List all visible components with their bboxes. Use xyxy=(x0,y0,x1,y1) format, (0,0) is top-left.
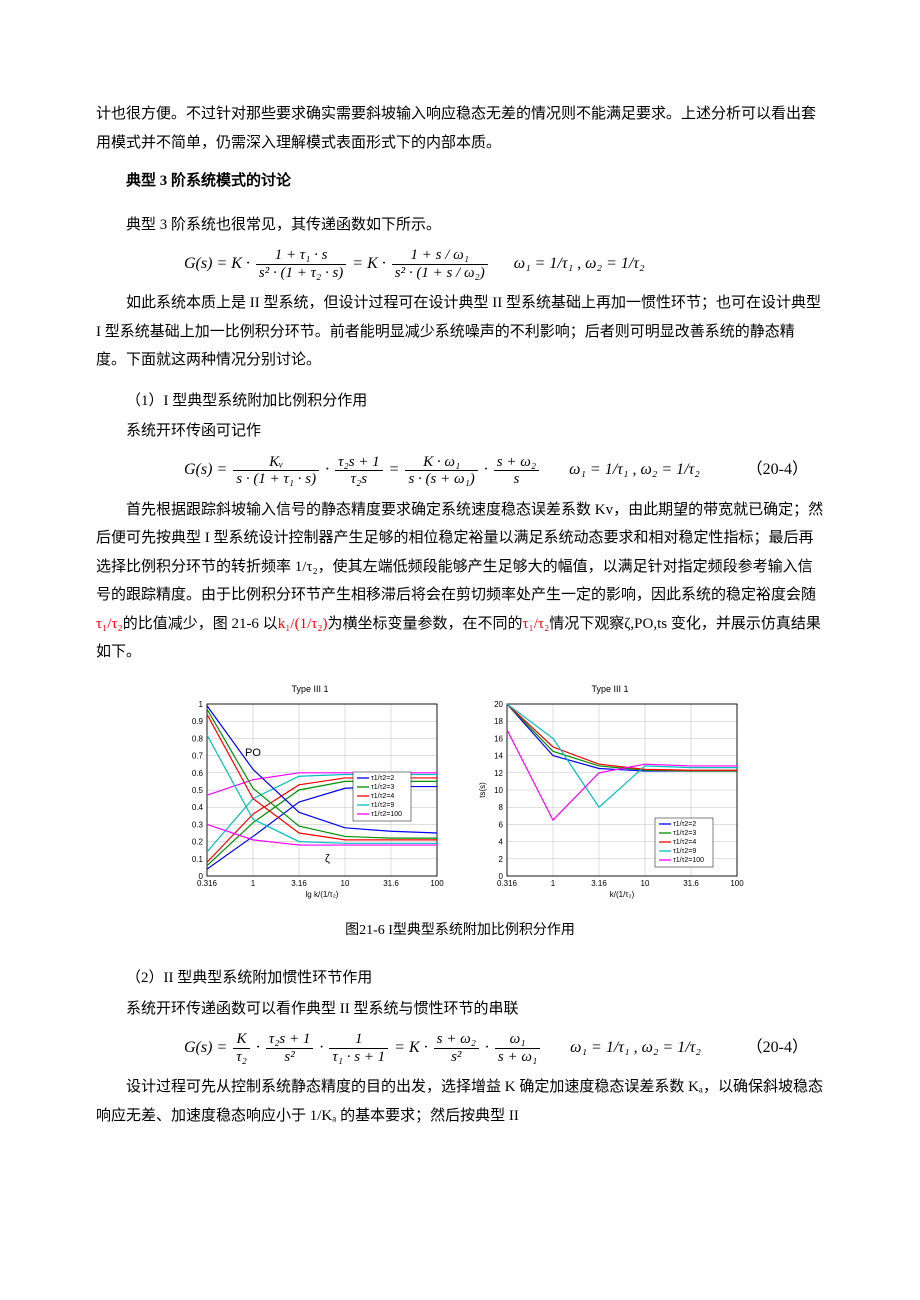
sub2-title: （2）II 型典型系统附加惯性环节作用 xyxy=(96,964,824,993)
chart-right-title: Type III 1 xyxy=(475,681,745,698)
section-title: 典型 3 阶系统模式的讨论 xyxy=(96,167,824,196)
svg-text:1: 1 xyxy=(199,700,204,709)
svg-text:0: 0 xyxy=(199,872,204,881)
svg-text:τ1/τ2=4: τ1/τ2=4 xyxy=(673,839,696,846)
svg-text:10: 10 xyxy=(641,879,650,888)
svg-text:k/(1/τ₂): k/(1/τ₂) xyxy=(610,890,635,899)
para-5: 设计过程可先从控制系统静态精度的目的出发，选择增益 K 确定加速度稳态误差系数 … xyxy=(96,1073,824,1130)
svg-text:τ1/τ2=100: τ1/τ2=100 xyxy=(371,811,402,818)
svg-text:lg k/(1/τ₂): lg k/(1/τ₂) xyxy=(306,890,339,899)
svg-text:14: 14 xyxy=(494,751,503,760)
svg-text:ts(s): ts(s) xyxy=(478,781,487,797)
svg-text:PO: PO xyxy=(245,747,261,759)
svg-text:10: 10 xyxy=(494,786,503,795)
formula-1: G(s) = K · 1 + τ₁ · s s² · (1 + τ₂ · s) … xyxy=(96,247,824,281)
eq-number: （20-4） xyxy=(747,459,824,481)
sub2-line: 系统开环传递函数可以看作典型 II 型系统与惯性环节的串联 xyxy=(96,995,824,1024)
svg-text:τ1/τ2=3: τ1/τ2=3 xyxy=(673,830,696,837)
svg-text:18: 18 xyxy=(494,717,503,726)
svg-text:6: 6 xyxy=(499,820,504,829)
svg-text:3.16: 3.16 xyxy=(591,879,607,888)
svg-text:τ1/τ2=9: τ1/τ2=9 xyxy=(673,848,696,855)
sub1-title: （1）I 型典型系统附加比例积分作用 xyxy=(96,387,824,416)
chart-left-svg: 0.31613.161031.610000.10.20.30.40.50.60.… xyxy=(175,700,445,900)
formula-2: G(s) = Kᵥ s · (1 + τ₁ · s) · τ₂s + 1 τ₂s… xyxy=(96,454,824,488)
svg-text:1: 1 xyxy=(251,879,256,888)
para-4: 首先根据跟踪斜坡输入信号的静态精度要求确定系统速度稳态误差系数 Kv，由此期望的… xyxy=(96,496,824,667)
svg-text:0.4: 0.4 xyxy=(192,803,204,812)
figure-caption: 图21-6 I型典型系统附加比例积分作用 xyxy=(96,918,824,945)
f1-tail: ω₁ = 1/τ₁ , ω₂ = 1/τ₂ xyxy=(514,253,645,275)
chart-right: Type III 1 0.31613.161031.61000246810121… xyxy=(475,681,745,900)
svg-text:3.16: 3.16 xyxy=(291,879,307,888)
svg-text:0.1: 0.1 xyxy=(192,854,204,863)
svg-text:τ1/τ2=4: τ1/τ2=4 xyxy=(371,793,394,800)
svg-text:τ1/τ2=2: τ1/τ2=2 xyxy=(673,821,696,828)
figure-21-6: Type III 1 0.31613.161031.610000.10.20.3… xyxy=(96,681,824,900)
svg-text:0.9: 0.9 xyxy=(192,717,204,726)
svg-text:0.2: 0.2 xyxy=(192,837,204,846)
svg-text:τ1/τ2=9: τ1/τ2=9 xyxy=(371,802,394,809)
svg-text:31.6: 31.6 xyxy=(683,879,699,888)
svg-text:ζ: ζ xyxy=(325,853,330,865)
svg-text:8: 8 xyxy=(499,803,504,812)
svg-text:4: 4 xyxy=(499,837,504,846)
svg-text:100: 100 xyxy=(430,879,444,888)
svg-text:τ1/τ2=100: τ1/τ2=100 xyxy=(673,857,704,864)
ratio-1: τ₁/τ₂ xyxy=(96,616,123,632)
para-3: 如此系统本质上是 II 型系统，但设计过程可在设计典型 II 型系统基础上再加一… xyxy=(96,289,824,375)
chart-left: Type III 1 0.31613.161031.610000.10.20.3… xyxy=(175,681,445,900)
svg-text:10: 10 xyxy=(341,879,350,888)
svg-text:τ1/τ2=2: τ1/τ2=2 xyxy=(371,775,394,782)
para-intro: 典型 3 阶系统也很常见，其传递函数如下所示。 xyxy=(96,211,824,240)
svg-text:16: 16 xyxy=(494,734,503,743)
svg-text:100: 100 xyxy=(730,879,744,888)
ratio-2: k₁/(1/τ₂) xyxy=(278,616,328,632)
svg-text:12: 12 xyxy=(494,768,503,777)
eq-number: （20-4） xyxy=(747,1037,824,1059)
f1-frac2: 1 + s / ω₁ s² · (1 + s / ω₂) xyxy=(392,247,488,281)
f1-left: G(s) = K · xyxy=(184,253,250,275)
ratio-3: τ₁/τ₂ xyxy=(523,616,550,632)
svg-text:0.7: 0.7 xyxy=(192,751,204,760)
svg-text:0: 0 xyxy=(499,872,504,881)
svg-text:0.3: 0.3 xyxy=(192,820,204,829)
svg-text:τ1/τ2=3: τ1/τ2=3 xyxy=(371,784,394,791)
chart-right-svg: 0.31613.161031.610002468101214161820k/(1… xyxy=(475,700,745,900)
chart-left-title: Type III 1 xyxy=(175,681,445,698)
para-continuation: 计也很方便。不过针对那些要求确实需要斜坡输入响应稳态无差的情况则不能满足要求。上… xyxy=(96,100,824,157)
svg-text:0.8: 0.8 xyxy=(192,734,204,743)
sub1-line: 系统开环传函可记作 xyxy=(96,417,824,446)
svg-text:20: 20 xyxy=(494,700,503,709)
f1-mid: = K · xyxy=(352,253,385,275)
svg-text:31.6: 31.6 xyxy=(383,879,399,888)
formula-3: G(s) = K τ₂ · τ₂s + 1 s² · 1 τ₁ · s + 1 … xyxy=(96,1031,824,1065)
svg-text:1: 1 xyxy=(551,879,556,888)
f1-frac1: 1 + τ₁ · s s² · (1 + τ₂ · s) xyxy=(256,247,346,281)
svg-text:0.5: 0.5 xyxy=(192,786,204,795)
svg-text:2: 2 xyxy=(499,854,504,863)
svg-text:0.6: 0.6 xyxy=(192,768,204,777)
